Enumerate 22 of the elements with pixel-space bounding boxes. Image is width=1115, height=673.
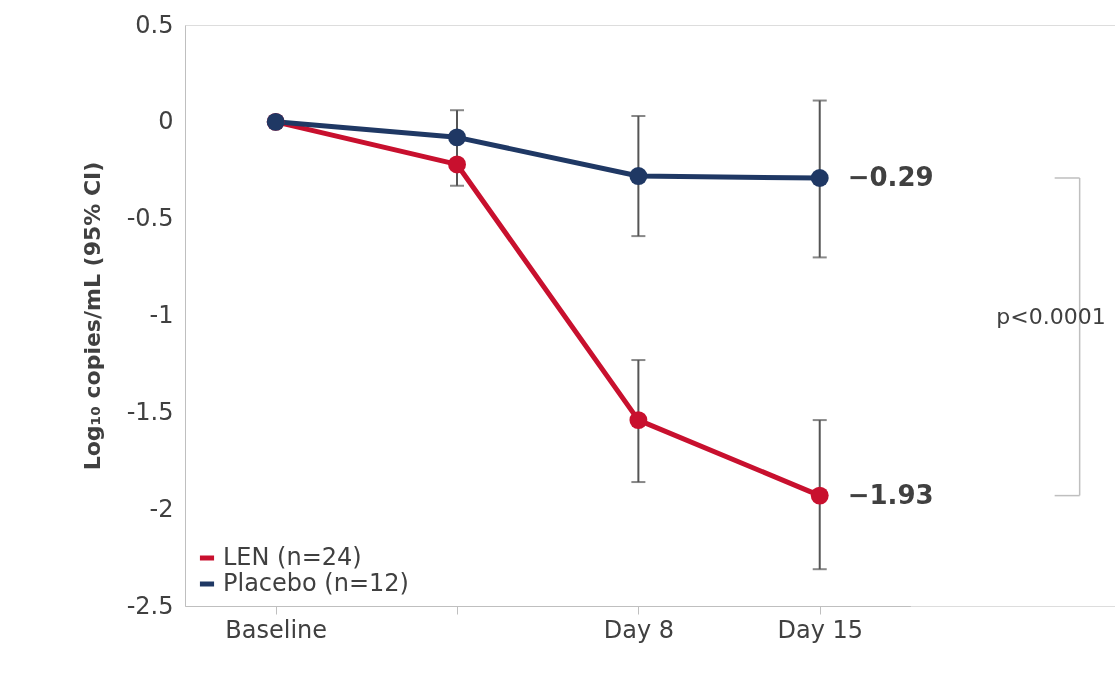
point — [448, 128, 466, 147]
annotation: −0.29 — [847, 162, 934, 192]
y-axis-title: Log₁₀ copies/mL (95% CI) — [79, 161, 105, 471]
x-tick-label: Day 8 — [603, 615, 675, 644]
y-tick-label: -2.5 — [126, 591, 174, 620]
legend-label: LEN (n=24) — [223, 543, 362, 571]
annotation: −1.93 — [847, 479, 934, 510]
point — [629, 411, 648, 430]
y-tick-label: 0 — [158, 107, 174, 136]
y-tick-label: -0.5 — [126, 204, 174, 233]
point — [810, 486, 829, 505]
y-tick-label: 0.5 — [135, 10, 174, 39]
text: p<0.0001 — [996, 303, 1106, 329]
y-tick-label: -1.5 — [126, 397, 174, 426]
legend-label: Placebo (n=12) — [223, 569, 409, 597]
x-tick-label: Baseline — [225, 615, 328, 644]
point — [448, 155, 466, 174]
y-tick-label: -1 — [149, 301, 174, 329]
point — [810, 169, 829, 187]
point — [629, 167, 648, 185]
x-tick-label: Day 15 — [777, 615, 864, 644]
y-tick-label: -2 — [149, 494, 174, 523]
